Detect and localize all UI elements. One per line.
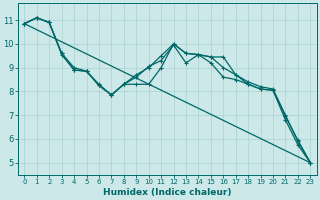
X-axis label: Humidex (Indice chaleur): Humidex (Indice chaleur) xyxy=(103,188,232,197)
